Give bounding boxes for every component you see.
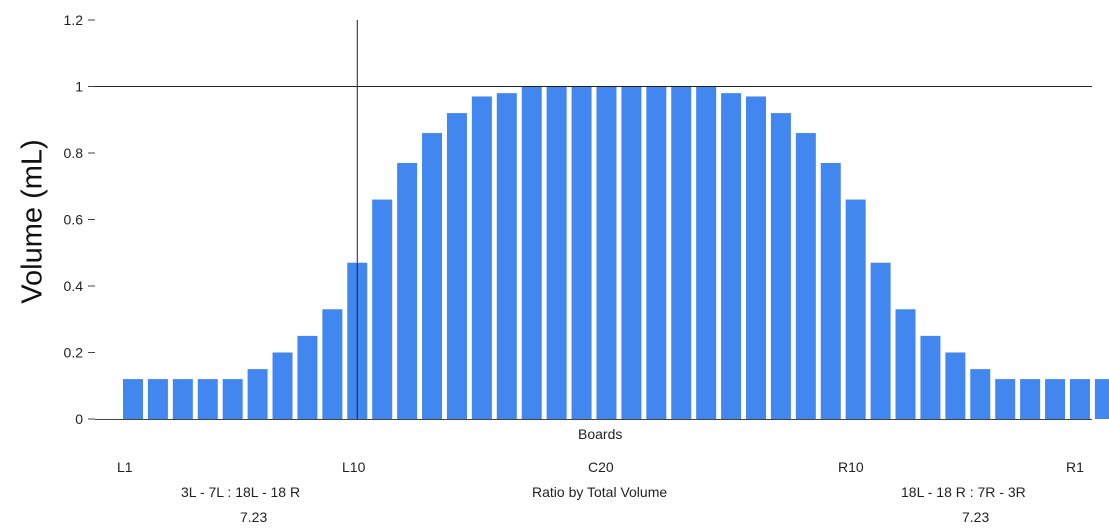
bar-l19: [571, 86, 592, 419]
bar-l2: [147, 379, 168, 419]
x-tick-label-r1: R1: [1066, 459, 1084, 475]
bar-l4: [197, 379, 218, 419]
bar-r10: [895, 309, 916, 419]
bar-l1: [123, 379, 143, 419]
left-ratio-value: 7.23: [240, 509, 268, 525]
bar-r14: [795, 133, 816, 420]
y-tick-label: 1: [75, 79, 83, 95]
y-tick-label: 0.8: [64, 145, 84, 161]
bar-l15: [471, 96, 492, 419]
y-tick-label: 0.4: [64, 278, 84, 294]
right-ratio-value: 7.23: [962, 509, 990, 525]
bar-r4: [1045, 379, 1066, 419]
bar-r17: [721, 93, 742, 420]
left-ratio-label: 3L - 7L : 18L - 18 R: [181, 484, 301, 500]
bar-l13: [422, 133, 443, 420]
x-tick-label-r10: R10: [838, 459, 864, 475]
x-axis-title: Boards: [578, 426, 623, 442]
bar-l18: [546, 86, 567, 419]
right-ratio-label: 18L - 18 R : 7R - 3R: [901, 484, 1026, 500]
bar-c20: [621, 86, 642, 419]
bar-r2: [1094, 379, 1109, 419]
bar-r20: [646, 86, 667, 419]
y-tick-label: 1.2: [64, 12, 84, 28]
bar-r7: [970, 369, 991, 420]
bar-l16: [496, 93, 517, 420]
y-tick-label: 0.2: [64, 345, 84, 361]
bar-r18: [696, 86, 717, 419]
bar-l20: [596, 86, 617, 419]
bar-l17: [521, 86, 542, 419]
bar-l9: [322, 309, 343, 419]
bar-r9: [920, 335, 941, 420]
x-tick-label-l10: L10: [342, 459, 366, 475]
bar-r12: [845, 199, 866, 419]
bar-l5: [222, 379, 243, 419]
bar-r8: [945, 352, 966, 419]
x-tick-label-l1: L1: [117, 459, 133, 475]
bar-l8: [297, 335, 318, 420]
bar-r3: [1069, 379, 1090, 419]
bar-r16: [746, 96, 766, 419]
center-ratio-label: Ratio by Total Volume: [532, 484, 668, 500]
bar-r5: [1020, 379, 1041, 419]
bar-l11: [372, 199, 393, 419]
bar-r13: [820, 162, 841, 419]
bar-l12: [397, 162, 418, 419]
bar-l7: [272, 352, 293, 419]
bar-r11: [870, 262, 891, 419]
x-tick-label-c20: C20: [588, 459, 614, 475]
bar-l3: [172, 379, 193, 419]
bar-l6: [247, 369, 268, 420]
y-tick-label: 0: [75, 411, 83, 427]
bar-r6: [995, 379, 1016, 419]
bar-r15: [770, 113, 791, 419]
bar-r19: [671, 86, 692, 419]
bar-l14: [446, 113, 467, 419]
y-tick-label: 0.6: [64, 212, 84, 228]
